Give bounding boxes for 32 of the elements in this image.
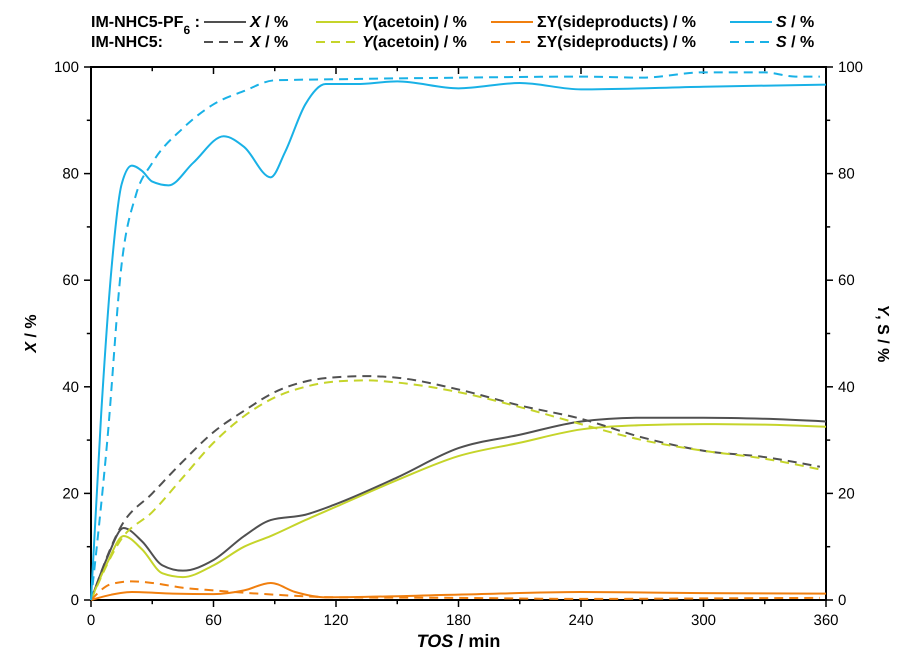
- y-tick-label: 100: [54, 59, 79, 76]
- y-tick-label: 40: [62, 378, 79, 396]
- y-axis-title: X / %: [23, 314, 40, 354]
- legend-label: Y(acetoin) / %: [362, 14, 467, 31]
- y-tick-label: 0: [70, 592, 79, 609]
- x-tick-label: 60: [205, 612, 222, 629]
- text: IM-NHC5-PF$_{6}$ :: [91, 14, 200, 37]
- y2-tick-label: 60: [838, 272, 855, 290]
- legend-label: Y(acetoin) / %: [362, 34, 467, 51]
- x-tick-label: 0: [86, 612, 96, 629]
- x-tick-label: 240: [568, 612, 594, 629]
- y2-tick-label: 20: [838, 485, 855, 502]
- y2-tick-label: 100: [838, 59, 864, 76]
- x-tick-label: 300: [690, 612, 716, 629]
- legend-label: ΣY(sideproducts) / %: [537, 34, 696, 51]
- y2-tick-label: 40: [838, 378, 855, 396]
- legend-label: X / %: [249, 34, 288, 51]
- legend-label: ΣY(sideproducts) / %: [537, 14, 696, 31]
- y2-tick-label: 80: [838, 166, 855, 183]
- y-tick-label: 80: [62, 166, 79, 183]
- y-tick-label: 60: [62, 272, 79, 290]
- legend-label: S / %: [776, 14, 814, 31]
- legend-label: S / %: [776, 34, 814, 51]
- y-tick-label: 20: [62, 485, 79, 502]
- x-tick-label: 120: [323, 612, 349, 629]
- x-tick-label: 360: [813, 612, 839, 629]
- y2-tick-label: 0: [838, 592, 846, 609]
- x-axis-title: TOS / min: [416, 631, 500, 651]
- legend-label: X / %: [249, 14, 288, 31]
- text: IM-NHC5:: [91, 34, 163, 51]
- x-tick-label: 180: [446, 612, 472, 629]
- y2-axis-title: Y, S / %: [874, 304, 891, 362]
